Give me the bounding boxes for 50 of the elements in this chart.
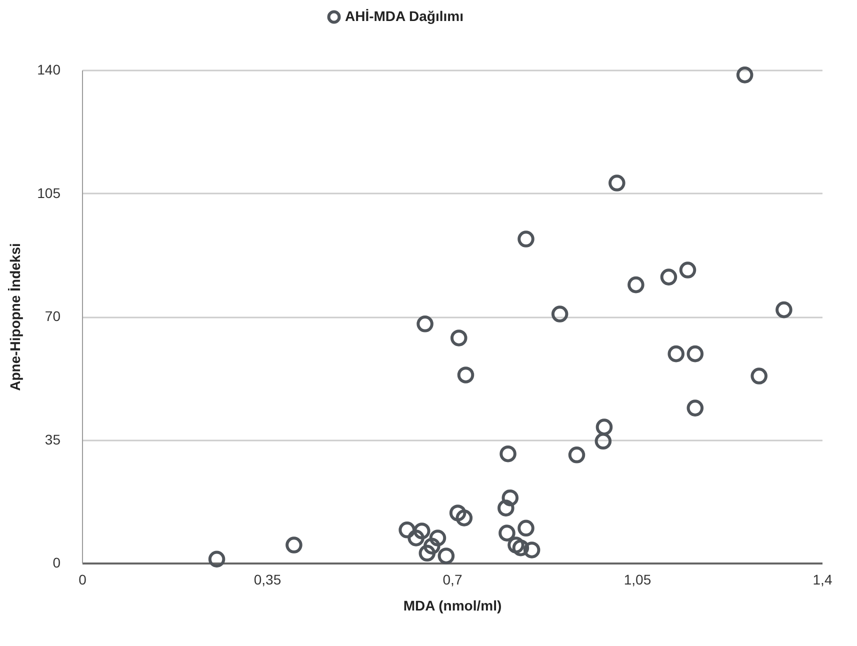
point [668,345,685,362]
x-tick-label: 1,4 [812,572,832,588]
point [418,544,436,562]
point [776,301,792,318]
y-tick-label: 70 [44,308,61,324]
point [608,174,626,192]
x-tick-label: 0 [78,572,87,588]
point [498,500,514,516]
point [286,536,302,554]
point [498,524,516,542]
y-tick-label: 105 [37,184,61,201]
point [660,268,678,286]
y-tick-label: 0 [52,554,61,570]
y-tick-label: 140 [37,62,61,78]
point [424,538,440,554]
point [686,400,704,416]
point [429,530,446,546]
point [457,366,474,384]
point [518,520,534,537]
point [208,550,226,568]
point [686,345,704,362]
point [456,510,473,526]
point [512,539,530,556]
point [628,276,644,294]
point [551,306,568,322]
point [596,418,613,436]
point [508,536,524,554]
y-tick-label: 35 [44,431,61,448]
point [416,316,434,332]
point [594,432,612,450]
x-tick-label: 0,35 [254,572,282,588]
legend-label: AHİ-MDA Dağılımı [345,8,464,24]
point [750,368,768,384]
point [413,522,430,540]
y-axis-title: Apne-Hipopne İndeksi [7,243,24,391]
x-axis-title: MDA (nmol/ml) [403,598,502,614]
point [502,489,519,506]
point [736,66,754,84]
x-tick-label: 0,7 [442,572,462,588]
point [408,530,424,546]
point [568,446,586,464]
point [450,330,468,346]
point [438,548,455,564]
x-tick-label: 1,05 [624,572,652,588]
point [449,504,466,522]
point [679,262,696,278]
point [398,522,416,538]
point [518,230,534,248]
point [500,445,516,462]
point [523,542,540,558]
